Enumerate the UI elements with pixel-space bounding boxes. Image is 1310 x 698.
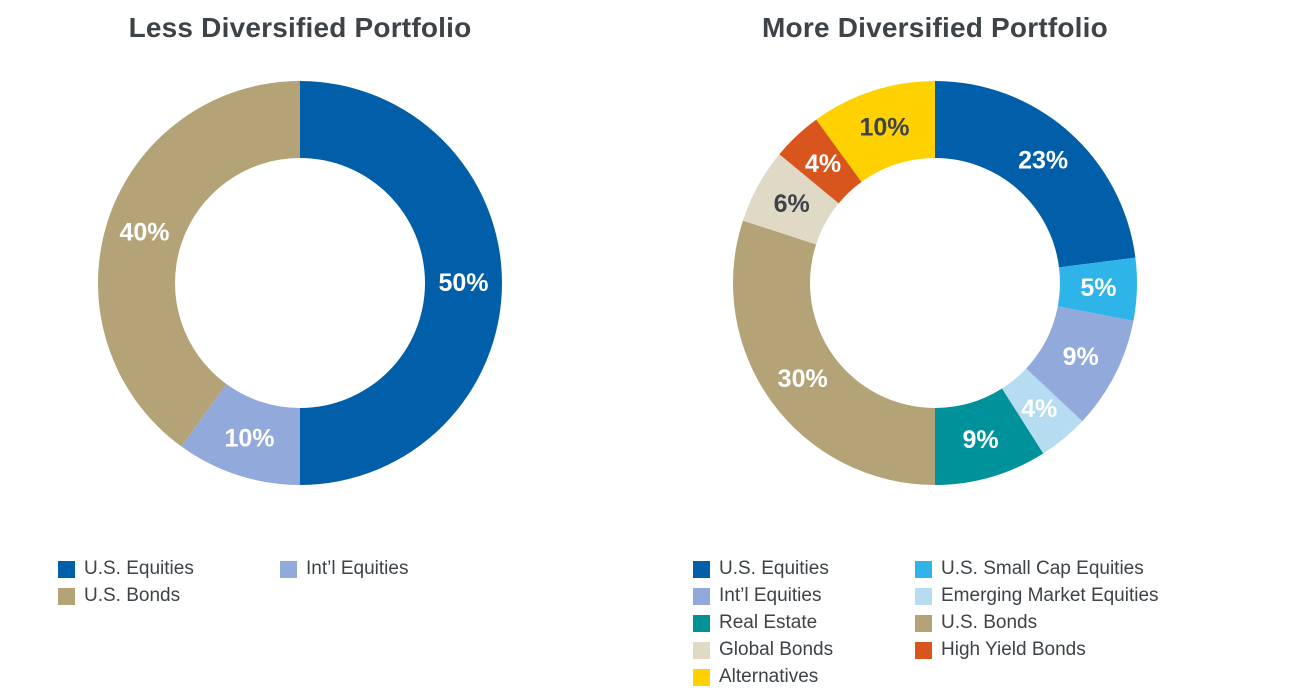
legend-item-global-bonds: Global Bonds xyxy=(693,639,915,661)
less-diversified-chart-block: Less Diversified Portfolio 50% 10% 40% U.S… xyxy=(58,6,542,607)
legend-label-alternatives: Alternatives xyxy=(719,666,819,687)
donut-chart-less-diversified: 50% 10% 40% xyxy=(95,78,505,488)
donut-slice-u-s-bonds xyxy=(98,81,301,447)
donut-slice-int-l-equities xyxy=(1026,306,1134,422)
legend-swatch-u-s-small-cap-equities xyxy=(915,560,932,578)
donut-slice-u-s-equities xyxy=(935,81,1136,268)
legend-item-u-s-bonds: U.S. Bonds xyxy=(58,585,280,607)
donut-slice-global-bonds xyxy=(742,154,839,245)
slice-label-emerging-market-equities: 4% xyxy=(1021,395,1057,423)
legend-swatch-int-l-equities xyxy=(280,560,297,578)
chart-title-more-diversified: More Diversified Portfolio xyxy=(762,12,1108,43)
slice-label-high-yield-bonds: 4% xyxy=(805,150,841,178)
legend-swatch-u-s-equities xyxy=(693,560,710,578)
slice-label-int-l-equities: 10% xyxy=(224,425,274,453)
donut-slice-u-s-equities xyxy=(300,81,502,485)
donut-slice-real-estate xyxy=(935,388,1044,485)
donut-slice-u-s-small-cap-equities xyxy=(1057,257,1138,321)
legend-item-alternatives: Alternatives xyxy=(693,666,915,688)
legend-swatch-int-l-equities xyxy=(693,587,710,605)
legend-label-emerging-market-equities: Emerging Market Equities xyxy=(941,585,1159,606)
legend-label-u-s-equities: U.S. Equities xyxy=(719,558,829,579)
legend-label-high-yield-bonds: High Yield Bonds xyxy=(941,639,1086,660)
slice-label-u-s-equities: 50% xyxy=(438,269,488,297)
legend-label-u-s-bonds: U.S. Bonds xyxy=(84,585,181,606)
legend-swatch-high-yield-bonds xyxy=(915,641,932,659)
chart-title-less-diversified: Less Diversified Portfolio xyxy=(128,12,472,43)
donut-chart-more-diversified: 23% 5% 9% 4% 9% 30% 6% 4% 10% xyxy=(730,78,1140,488)
more-diversified-chart-block: More Diversified Portfolio 23% 5% 9% 4% 9% 30… xyxy=(693,6,1177,688)
legend-item-emerging-market-equities: Emerging Market Equities xyxy=(915,585,1177,607)
legend-item-int-l-equities: Int’l Equities xyxy=(280,558,542,580)
legend-label-int-l-equities: Int’l Equities xyxy=(719,585,822,606)
slice-label-u-s-bonds: 30% xyxy=(778,365,828,393)
legend-swatch-u-s-bonds xyxy=(58,587,75,605)
slice-label-alternatives: 10% xyxy=(859,114,909,142)
slice-label-u-s-small-cap-equities: 5% xyxy=(1080,274,1116,302)
legend-label-u-s-bonds: U.S. Bonds xyxy=(941,612,1038,633)
slice-label-int-l-equities: 9% xyxy=(1063,343,1099,371)
legend-label-int-l-equities: Int’l Equities xyxy=(306,558,409,579)
legend-item-int-l-equities: Int’l Equities xyxy=(693,585,915,607)
legend-label-u-s-small-cap-equities: U.S. Small Cap Equities xyxy=(941,558,1144,579)
legend-more-diversified: U.S. Equities U.S. Small Cap Equities Int’… xyxy=(693,558,1177,688)
donut-slice-u-s-bonds xyxy=(733,220,935,485)
legend-swatch-emerging-market-equities xyxy=(915,587,932,605)
legend-swatch-u-s-equities xyxy=(58,560,75,578)
donut-slice-high-yield-bonds xyxy=(779,119,862,204)
legend-label-real-estate: Real Estate xyxy=(719,612,818,633)
legend-swatch-alternatives xyxy=(693,668,710,686)
donut-slice-alternatives xyxy=(816,81,935,182)
slice-label-u-s-bonds: 40% xyxy=(119,219,169,247)
legend-swatch-u-s-bonds xyxy=(915,614,932,632)
slice-label-global-bonds: 6% xyxy=(774,190,810,218)
legend-label-u-s-equities: U.S. Equities xyxy=(84,558,194,579)
legend-item-u-s-small-cap-equities: U.S. Small Cap Equities xyxy=(915,558,1177,580)
legend-item-real-estate: Real Estate xyxy=(693,612,915,634)
legend-label-global-bonds: Global Bonds xyxy=(719,639,834,660)
slice-label-real-estate: 9% xyxy=(963,426,999,454)
legend-less-diversified: U.S. Equities Int’l Equities U.S. Bonds xyxy=(58,558,542,607)
legend-item-u-s-equities: U.S. Equities xyxy=(58,558,280,580)
legend-item-u-s-bonds: U.S. Bonds xyxy=(915,612,1177,634)
legend-item-u-s-equities: U.S. Equities xyxy=(693,558,915,580)
legend-swatch-global-bonds xyxy=(693,641,710,659)
slice-label-u-s-equities: 23% xyxy=(1018,146,1068,174)
legend-swatch-real-estate xyxy=(693,614,710,632)
legend-item-high-yield-bonds: High Yield Bonds xyxy=(915,639,1177,661)
donut-slice-int-l-equities xyxy=(181,384,300,485)
donut-slice-emerging-market-equities xyxy=(1001,368,1083,454)
